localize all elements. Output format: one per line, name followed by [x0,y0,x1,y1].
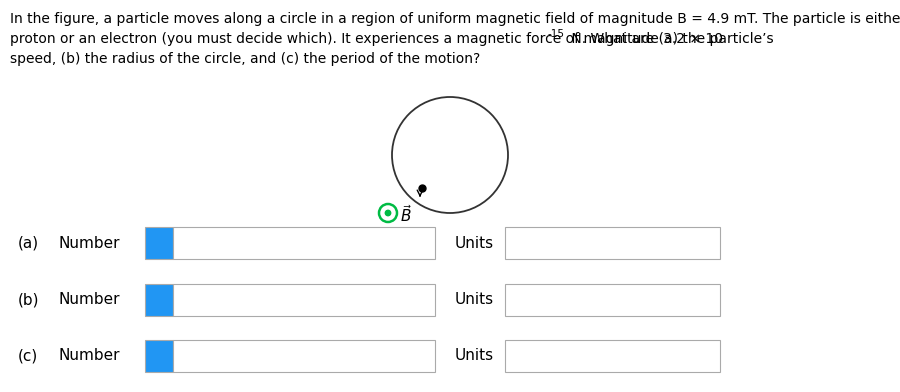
FancyBboxPatch shape [505,227,720,259]
FancyBboxPatch shape [505,340,720,372]
Text: proton or an electron (you must decide which). It experiences a magnetic force o: proton or an electron (you must decide w… [10,32,723,46]
Text: i: i [157,348,162,363]
Text: In the figure, a particle moves along a circle in a region of uniform magnetic f: In the figure, a particle moves along a … [10,12,900,26]
Text: Number: Number [58,348,120,363]
FancyBboxPatch shape [505,284,720,316]
FancyBboxPatch shape [145,227,173,259]
Text: ⌵: ⌵ [696,238,704,250]
Text: i: i [157,236,162,250]
Text: (c): (c) [18,348,38,363]
FancyBboxPatch shape [145,340,173,372]
Text: Units: Units [455,348,494,363]
Text: ⌵: ⌵ [696,294,704,307]
Text: speed, (b) the radius of the circle, and (c) the period of the motion?: speed, (b) the radius of the circle, and… [10,52,481,66]
Text: (b): (b) [18,292,40,307]
Text: ⌵: ⌵ [696,350,704,363]
Circle shape [385,210,391,216]
FancyBboxPatch shape [145,284,173,316]
FancyBboxPatch shape [173,284,435,316]
Text: Number: Number [58,236,120,250]
Text: Units: Units [455,236,494,250]
Text: -15: -15 [547,29,564,39]
Text: $\vec{B}$: $\vec{B}$ [400,205,412,225]
FancyBboxPatch shape [173,227,435,259]
Text: N. What are (a) the particle’s: N. What are (a) the particle’s [567,32,774,46]
Text: (a): (a) [18,236,39,250]
FancyBboxPatch shape [173,340,435,372]
Text: Number: Number [58,292,120,307]
Text: i: i [157,292,162,307]
Text: Units: Units [455,292,494,307]
